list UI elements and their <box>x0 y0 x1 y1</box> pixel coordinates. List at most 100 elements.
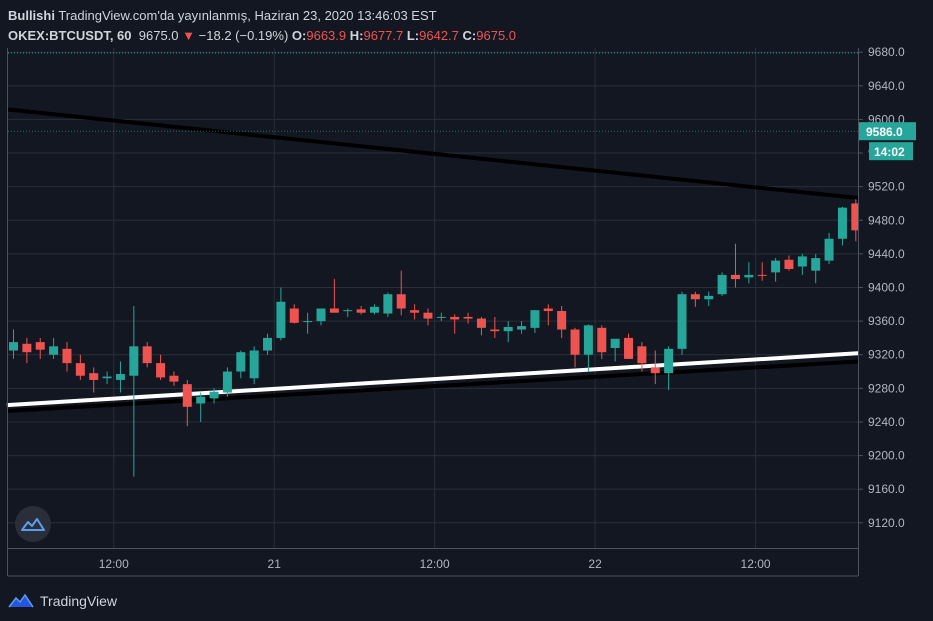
candle <box>490 316 500 338</box>
candle-body <box>744 274 754 278</box>
y-tick-label: 9160.0 <box>868 482 905 496</box>
x-tick-label: 22 <box>588 557 602 571</box>
close-value: 9675.0 <box>476 28 517 43</box>
x-tick-label: 12:00 <box>99 557 129 571</box>
candle-body <box>450 316 460 320</box>
y-tick-label: 9520.0 <box>868 180 905 194</box>
candle-body <box>851 203 861 231</box>
candle <box>156 354 166 380</box>
candle <box>35 337 45 359</box>
candle-body <box>209 391 219 399</box>
candle-body <box>476 318 486 328</box>
candle <box>851 199 861 242</box>
candle-body <box>89 373 99 380</box>
x-tick-label: 12:00 <box>420 557 450 571</box>
candle <box>22 337 32 364</box>
y-tick-label: 9120.0 <box>868 516 905 530</box>
candle-body <box>196 396 206 404</box>
candle <box>129 305 139 477</box>
candle <box>610 338 620 362</box>
tradingview-logo-icon <box>8 594 34 608</box>
symbol-label: OKEX:BTCUSDT, 60 <box>8 28 132 43</box>
candle-body <box>316 308 326 322</box>
publish-info: TradingView.com'da yayınlanmış, Haziran … <box>58 8 437 23</box>
candle <box>744 262 754 284</box>
tradingview-watermark-icon <box>15 506 51 542</box>
candle <box>236 350 246 379</box>
candle <box>329 279 339 313</box>
candle-body <box>222 371 232 393</box>
candle-body <box>329 308 339 313</box>
candle-body <box>436 316 446 318</box>
candle <box>289 304 299 324</box>
candle <box>263 333 273 355</box>
candle <box>316 308 326 326</box>
candle <box>837 206 847 246</box>
candle-body <box>637 346 647 364</box>
trend-line-white <box>6 348 903 408</box>
candle-body <box>182 384 192 407</box>
candle <box>517 321 527 334</box>
candle <box>463 312 473 324</box>
price-change: −18.2 (−0.19%) <box>198 28 289 43</box>
candle <box>811 253 821 284</box>
low-label: L: <box>406 28 420 43</box>
candle <box>142 342 152 368</box>
candle-body <box>597 327 607 353</box>
trend-line-black <box>6 107 903 205</box>
y-tick-label: 9320.0 <box>868 348 905 362</box>
candle-body <box>142 346 152 364</box>
candle-body <box>356 309 366 313</box>
candle <box>343 308 353 317</box>
candle <box>369 304 379 315</box>
candle-body <box>276 301 286 338</box>
countdown: 14:02 <box>874 145 905 159</box>
close-label: C: <box>462 28 477 43</box>
candle-body <box>490 329 500 332</box>
candle-body <box>677 294 687 349</box>
candle <box>717 272 727 296</box>
down-arrow-icon: ▼ <box>182 28 196 43</box>
high-label: H: <box>349 28 364 43</box>
candle-body <box>517 326 527 330</box>
candle <box>824 232 834 264</box>
candle-body <box>730 274 740 280</box>
candle <box>89 367 99 393</box>
low-value: 9642.7 <box>419 28 459 43</box>
candle <box>503 321 513 343</box>
candle-body <box>35 342 45 350</box>
candle <box>543 304 553 326</box>
candle-body <box>463 316 473 319</box>
chart-header: Bullishi TradingView.com'da yayınlanmış,… <box>8 6 516 46</box>
candle <box>436 312 446 322</box>
candle-body <box>9 342 18 351</box>
candle-body <box>343 310 353 312</box>
candle-body <box>115 374 125 380</box>
candle-body <box>811 258 821 271</box>
y-tick-label: 9360.0 <box>868 314 905 328</box>
candle-body <box>369 306 379 313</box>
candle <box>169 371 179 386</box>
candle <box>276 287 286 341</box>
candle-body <box>690 294 700 300</box>
candle-body <box>303 321 313 323</box>
candle <box>102 371 112 385</box>
candle-body <box>22 343 32 353</box>
y-tick-label: 9400.0 <box>868 280 905 294</box>
candle <box>423 308 433 326</box>
candle <box>115 361 125 393</box>
candle <box>396 270 406 316</box>
candle <box>476 316 486 336</box>
trend-line-black <box>6 356 903 414</box>
candle-body <box>824 238 834 261</box>
candle-body <box>837 207 847 239</box>
candle <box>664 346 674 391</box>
candle <box>209 388 219 404</box>
candle <box>650 350 660 385</box>
open-value: 9663.9 <box>306 28 347 43</box>
candle <box>570 327 580 368</box>
tradingview-brand: TradingView <box>40 593 118 609</box>
candle <box>9 329 18 359</box>
candle <box>182 379 192 427</box>
